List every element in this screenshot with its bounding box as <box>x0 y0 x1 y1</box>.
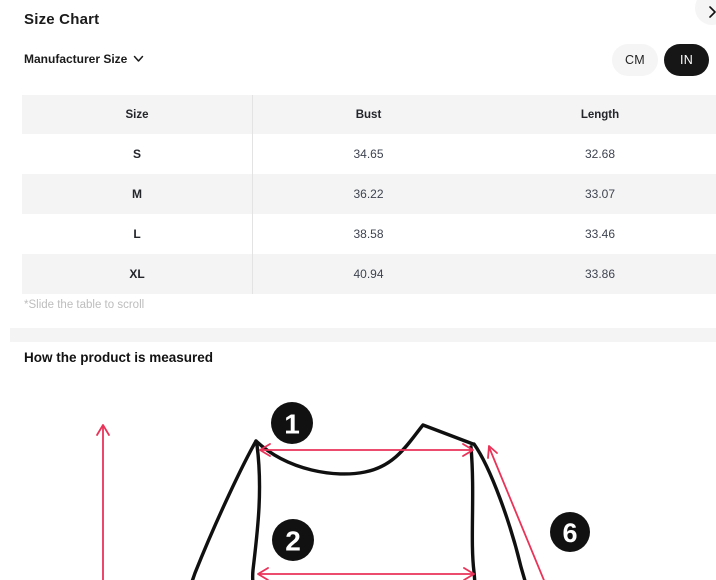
manufacturer-size-label: Manufacturer Size <box>24 52 128 66</box>
measure-badge-2: 2 <box>272 519 314 561</box>
table-cell-value: 33.86 <box>484 254 716 294</box>
manufacturer-size-dropdown[interactable]: Manufacturer Size <box>24 52 144 66</box>
table-cell-value: 32.68 <box>484 134 716 174</box>
table-cell-size: L <box>22 214 253 254</box>
measure-badge-1: 1 <box>271 402 313 444</box>
column-header-length: Length <box>484 95 716 134</box>
table-cell-value: 36.22 <box>253 174 484 214</box>
measurement-diagram: 1 2 6 <box>96 402 590 580</box>
table-cell-value: 38.58 <box>253 214 484 254</box>
table-cell-value: 40.94 <box>253 254 484 294</box>
size-table[interactable]: Size Bust Length S 34.65 32.68 M 36.22 3… <box>22 95 716 294</box>
table-cell-value: 33.07 <box>484 174 716 214</box>
table-cell-size: M <box>22 174 253 214</box>
sleeve-arrow <box>488 446 545 580</box>
collapse-drawer-button[interactable] <box>695 0 716 25</box>
badge-number: 2 <box>285 526 301 557</box>
section-divider <box>10 328 716 342</box>
measure-section-title: How the product is measured <box>24 350 214 365</box>
page-title: Size Chart <box>24 11 100 28</box>
unit-in-button[interactable]: IN <box>664 44 709 76</box>
slide-hint: *Slide the table to scroll <box>24 299 145 311</box>
table-cell-value: 33.46 <box>484 214 716 254</box>
column-header-bust: Bust <box>253 95 484 134</box>
measurement-arrows <box>96 424 545 580</box>
table-cell-size: S <box>22 134 253 174</box>
garment-outline <box>190 423 527 580</box>
measure-badge-6: 6 <box>550 512 590 552</box>
chevron-down-icon <box>134 55 144 62</box>
table-cell-size: XL <box>22 254 253 294</box>
unit-cm-button[interactable]: CM <box>612 44 658 76</box>
badge-number: 6 <box>562 518 577 548</box>
badge-number: 1 <box>284 409 300 440</box>
table-cell-value: 34.65 <box>253 134 484 174</box>
chevron-right-icon <box>709 6 716 18</box>
column-header-size: Size <box>22 95 253 134</box>
